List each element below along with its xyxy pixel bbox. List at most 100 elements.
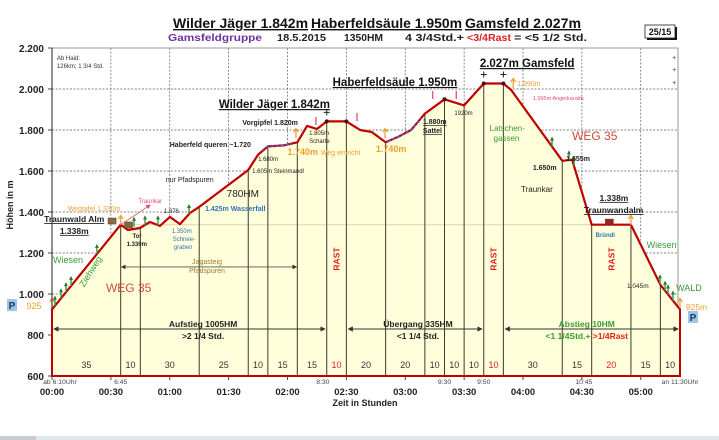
tree-crown <box>59 288 64 293</box>
phase-2: Abstieg 10HM <1 1/4Std.+ >1/4Rast <box>504 319 679 341</box>
tree-icon <box>94 244 99 255</box>
chart-header: Wilder Jäger 1.842m Haberfeldsäule 1.950… <box>168 15 677 44</box>
marker-label: + <box>672 55 676 62</box>
summit-dot-icon <box>501 81 506 86</box>
tree-crown <box>143 215 148 220</box>
tree-icon <box>59 288 64 299</box>
rest-label: RAST <box>606 247 616 271</box>
water-label: 1.425m Wasserfall <box>205 206 265 213</box>
route-note-label: 1.740m <box>288 147 319 157</box>
waypoint-label: Scharte <box>309 139 330 145</box>
y-tick-label: 1.200 <box>19 249 44 260</box>
hut-label: 1.338m <box>600 193 629 203</box>
route-note-label: Weg erreicht <box>321 150 361 157</box>
clock-time-label: 9:30 <box>438 379 451 386</box>
signpost-arrow-icon <box>292 127 299 139</box>
waypoint-label: 1.376 <box>164 209 180 215</box>
x-tick-label: 04:30 <box>570 387 594 398</box>
signpost-arrow-icon <box>117 214 124 225</box>
y-tick-label: 600 <box>27 372 44 383</box>
terrain-label: gassen <box>494 134 520 143</box>
subtitle-walk-time: 4 3/4Std.+ <box>405 33 464 44</box>
waypoint-label: Vorgipfel 1.820m <box>242 120 298 127</box>
segment-minutes-label: 10 <box>332 360 342 370</box>
route-markers: PP <box>6 71 698 324</box>
route-note-label: nur Pfadspuren <box>166 177 214 184</box>
subtitle-elevation-gain: 1350HM <box>344 33 383 44</box>
x-tick-label: 01:30 <box>216 387 240 398</box>
tree-crown <box>666 284 671 289</box>
y-axis-title: Höhen in m <box>5 181 15 230</box>
route-note-label: 1.740m <box>376 144 407 154</box>
x-tick-label: 00:00 <box>40 387 64 398</box>
marker-label: + <box>672 67 676 74</box>
peak-label: 2.027m Gamsfeld <box>480 58 575 70</box>
terrain-label: WALD <box>676 283 702 293</box>
tree-icon <box>663 280 668 291</box>
tree-icon <box>155 215 160 226</box>
terrain-label: Latschen- <box>490 124 525 133</box>
x-tick-label: 04:00 <box>511 387 535 398</box>
phase-label: Übergang 335HM <box>383 319 452 329</box>
waypoint-label: 1.805m <box>309 131 329 137</box>
segment-minutes-label: 20 <box>400 360 410 370</box>
plot-frame <box>52 47 679 376</box>
summit-dot-icon <box>324 119 329 124</box>
water-label: 1.350m <box>172 229 192 235</box>
tree-crown <box>572 156 577 161</box>
route-variant-overlay <box>261 143 292 152</box>
x-tick-label: 03:30 <box>452 387 476 398</box>
parking-label: P <box>9 301 16 312</box>
y-tick-label: 1.600 <box>19 167 44 178</box>
parking-box <box>687 310 698 323</box>
window-bottom-edge <box>0 436 719 440</box>
x-tick-label: 02:30 <box>334 387 358 398</box>
segment-minutes-label: 15 <box>307 360 317 370</box>
y-tick-label: 800 <box>27 331 44 342</box>
tree-crown <box>52 295 57 300</box>
tree-icon <box>670 290 675 301</box>
time-segments: 35 10 30 25 10 15 15 10 RAST 20 20 10 10 10 10 RAST 30 15… <box>81 83 675 376</box>
route-note-label: 780HM <box>227 189 259 200</box>
grid-lines <box>52 47 679 376</box>
marker-label: + <box>672 80 676 87</box>
phase-duration-part: <1 1/4Std.+ <box>546 331 593 341</box>
segment-minutes-label: 15 <box>278 360 288 370</box>
clock-time-label: 6:45 <box>114 379 127 386</box>
y-tick-label: 2.200 <box>19 44 44 55</box>
route-phases: Aufstieg 1005HM >2 1/4 Std. Übergang 335HM… <box>53 319 679 341</box>
signpost-arrow-icon <box>676 297 684 309</box>
x-tick-label: 05:00 <box>629 387 653 398</box>
waypoint-label: 1.680m <box>258 157 278 163</box>
signpost-arrow-icon <box>627 214 634 225</box>
clock-time-label: ab 6:10Uhr <box>43 379 77 386</box>
hut-label: Traunwandalm <box>584 205 644 215</box>
phase-duration-part: >1/4Rast <box>593 331 628 341</box>
parking-icon: P <box>6 299 17 312</box>
tree-icon <box>143 215 148 226</box>
summit-cross-icon <box>323 109 330 116</box>
water-label: graben <box>174 245 193 251</box>
waypoint-label: 1.605m Steinmandl <box>252 169 304 175</box>
route-note-label: Haberfeld queren ~1.720 <box>170 142 251 149</box>
y-tick-label: 2.000 <box>19 85 44 96</box>
peak-label: Wilder Jäger 1.842m <box>219 99 330 111</box>
rest-label: RAST <box>489 247 499 271</box>
signpost-arrow-icon <box>510 77 517 89</box>
axes: 2.200 2.000 1.800 1.600 1.400 1.200 1.000 800 60… <box>5 44 699 408</box>
waypoint-label: 1.330m <box>127 242 147 248</box>
summit-cross-icon <box>480 71 487 78</box>
route-note-label: Wegtafel 1.330m <box>68 206 121 213</box>
clock-time-label: 8:30 <box>316 379 329 386</box>
segment-minutes-label: 10 <box>125 360 135 370</box>
tree-crown <box>657 274 662 279</box>
hut-label: 1.995m Angerkaralm <box>533 96 584 102</box>
waypoint-label: 1.880m <box>423 119 447 126</box>
clock-time-label: an 11:30Uhr <box>662 379 700 386</box>
segment-minutes-label: 10 <box>665 360 675 370</box>
terrain-label: Wiesen <box>53 255 83 265</box>
note-label: 126km; 1 3/4 Std. <box>57 64 104 70</box>
phase-label: Aufstieg 1005HM <box>169 319 238 329</box>
x-tick-label: 01:00 <box>158 387 182 398</box>
